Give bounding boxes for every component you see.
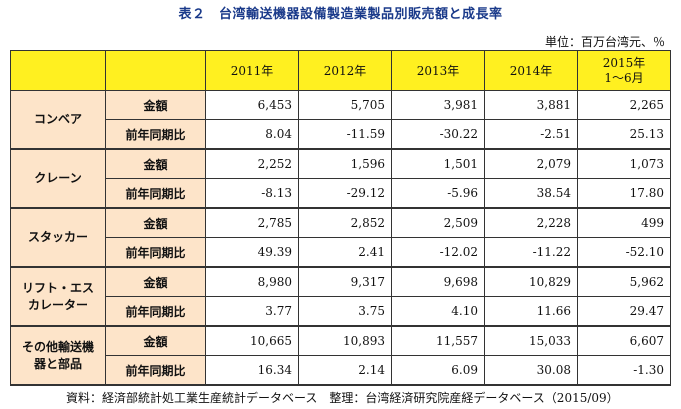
table-row: クレーン 金額 2,252 1,596 1,501 2,079 1,073 [10,148,671,209]
category-cell: その他輸送機 器と部品 [10,325,106,386]
table-cell: -5.96 [391,178,485,209]
table-cell: -30.22 [391,119,485,150]
table-cell: 10,665 [205,325,299,356]
metric-growth-label: 前年同期比 [105,355,206,386]
table-cell: 38.54 [484,178,578,209]
header-row: 2011年 2012年 2013年 2014年 2015年 1～6月 [10,50,671,91]
table-cell: -11.59 [298,119,392,150]
table-cell: 10,829 [484,266,578,297]
table-cell: 3,881 [484,90,578,120]
table-cell: 16.34 [205,355,299,386]
sales-table: 2011年 2012年 2013年 2014年 2015年 1～6月 コンベア … [10,50,671,386]
table-cell: 4.10 [391,296,485,327]
metric-amount-label: 金額 [105,90,206,120]
category-label: コンベア [33,112,82,126]
table-cell: 2,228 [484,207,578,238]
table-cell: 6,453 [205,90,299,120]
table-cell: 11.66 [484,296,578,327]
table-cell: 6,607 [577,325,671,356]
source-note: 資料：経済部統計処工業生産統計データベース 整理：台湾経済研究院産経データベース… [66,391,619,405]
metric-amount-label: 金額 [105,207,206,238]
table-row: 前年同期比 49.39 2.41 -12.02 -11.22 -52.10 [11,237,671,268]
table-cell: 3,981 [391,90,485,120]
header-2012: 2012年 [298,50,392,91]
category-label: クレーン [34,171,82,185]
table-row: その他輸送機 器と部品 金額 10,665 10,893 11,557 15,0… [10,325,671,386]
table-cell: 9,698 [391,266,485,297]
metric-growth-label: 前年同期比 [105,119,206,150]
unit-note: 単位：百万台湾元、％ [544,35,665,49]
category-cell: リフト・エス カレーター [10,266,106,327]
table-cell: -11.22 [484,237,578,268]
table-cell: 11,557 [391,325,485,356]
table-cell: -8.13 [205,178,299,209]
table-cell: 1,596 [298,148,392,179]
table-row: 前年同期比 3.77 3.75 4.10 11.66 29.47 [11,296,671,327]
table-cell: 25.13 [577,119,671,150]
table-row: 前年同期比 8.04 -11.59 -30.22 -2.51 25.13 [11,119,671,150]
table-cell: 8,980 [205,266,299,297]
table-cell: 2,079 [484,148,578,179]
header-2015-year: 2015年 [602,55,646,70]
table-cell: 6.09 [391,355,485,386]
table-cell: 2,509 [391,207,485,238]
metric-amount-label: 金額 [105,266,206,297]
table-cell: 30.08 [484,355,578,386]
header-blank-cell [10,50,106,91]
table-title: 表２ 台湾輸送機器設備製造業製品別販売額と成長率 [178,7,503,22]
category-label: スタッカー [27,230,88,244]
table-cell: -52.10 [577,237,671,268]
table-cell: 499 [577,207,671,238]
table-cell: -1.30 [577,355,671,386]
category-label: リフト・エス [21,280,94,295]
table-cell: -12.02 [391,237,485,268]
table-cell: -29.12 [298,178,392,209]
table-cell: 2.41 [298,237,392,268]
header-2015-period: 1～6月 [604,70,644,85]
category-cell: コンベア [10,90,106,150]
category-label: その他輸送機 [21,339,94,354]
table-cell: 2,265 [577,90,671,120]
table-cell: 5,705 [298,90,392,120]
table-row: コンベア 金額 6,453 5,705 3,981 3,881 2,265 [10,90,671,150]
table-row: リフト・エス カレーター 金額 8,980 9,317 9,698 10,829… [10,266,671,327]
metric-amount-label: 金額 [105,325,206,356]
table-cell: 1,501 [391,148,485,179]
table-cell: -2.51 [484,119,578,150]
category-label-line2: カレーター [27,297,88,312]
table-cell: 49.39 [205,237,299,268]
header-2011: 2011年 [205,50,299,91]
table-cell: 2,785 [205,207,299,238]
table-cell: 1,073 [577,148,671,179]
header-2015-h1: 2015年 1～6月 [577,50,671,91]
table-cell: 15,033 [484,325,578,356]
table-cell: 9,317 [298,266,392,297]
metric-amount-label: 金額 [105,148,206,179]
table-cell: 8.04 [205,119,299,150]
metric-growth-label: 前年同期比 [105,178,206,209]
category-cell: クレーン [10,148,106,209]
table-row: スタッカー 金額 2,785 2,852 2,509 2,228 499 [10,207,671,268]
table-row: 前年同期比 -8.13 -29.12 -5.96 38.54 17.80 [11,178,671,209]
table-cell: 2,252 [205,148,299,179]
table-cell: 3.75 [298,296,392,327]
header-blank-cell [105,50,206,91]
table-cell: 2,852 [298,207,392,238]
table-cell: 3.77 [205,296,299,327]
category-label-line2: 器と部品 [33,356,82,371]
header-2013: 2013年 [391,50,485,91]
table-cell: 5,962 [577,266,671,297]
table-row: 前年同期比 16.34 2.14 6.09 30.08 -1.30 [11,355,671,386]
header-2014: 2014年 [484,50,578,91]
metric-growth-label: 前年同期比 [105,237,206,268]
table-cell: 29.47 [577,296,671,327]
metric-growth-label: 前年同期比 [105,296,206,327]
category-cell: スタッカー [10,207,106,268]
table-cell: 10,893 [298,325,392,356]
table-cell: 17.80 [577,178,671,209]
table-cell: 2.14 [298,355,392,386]
